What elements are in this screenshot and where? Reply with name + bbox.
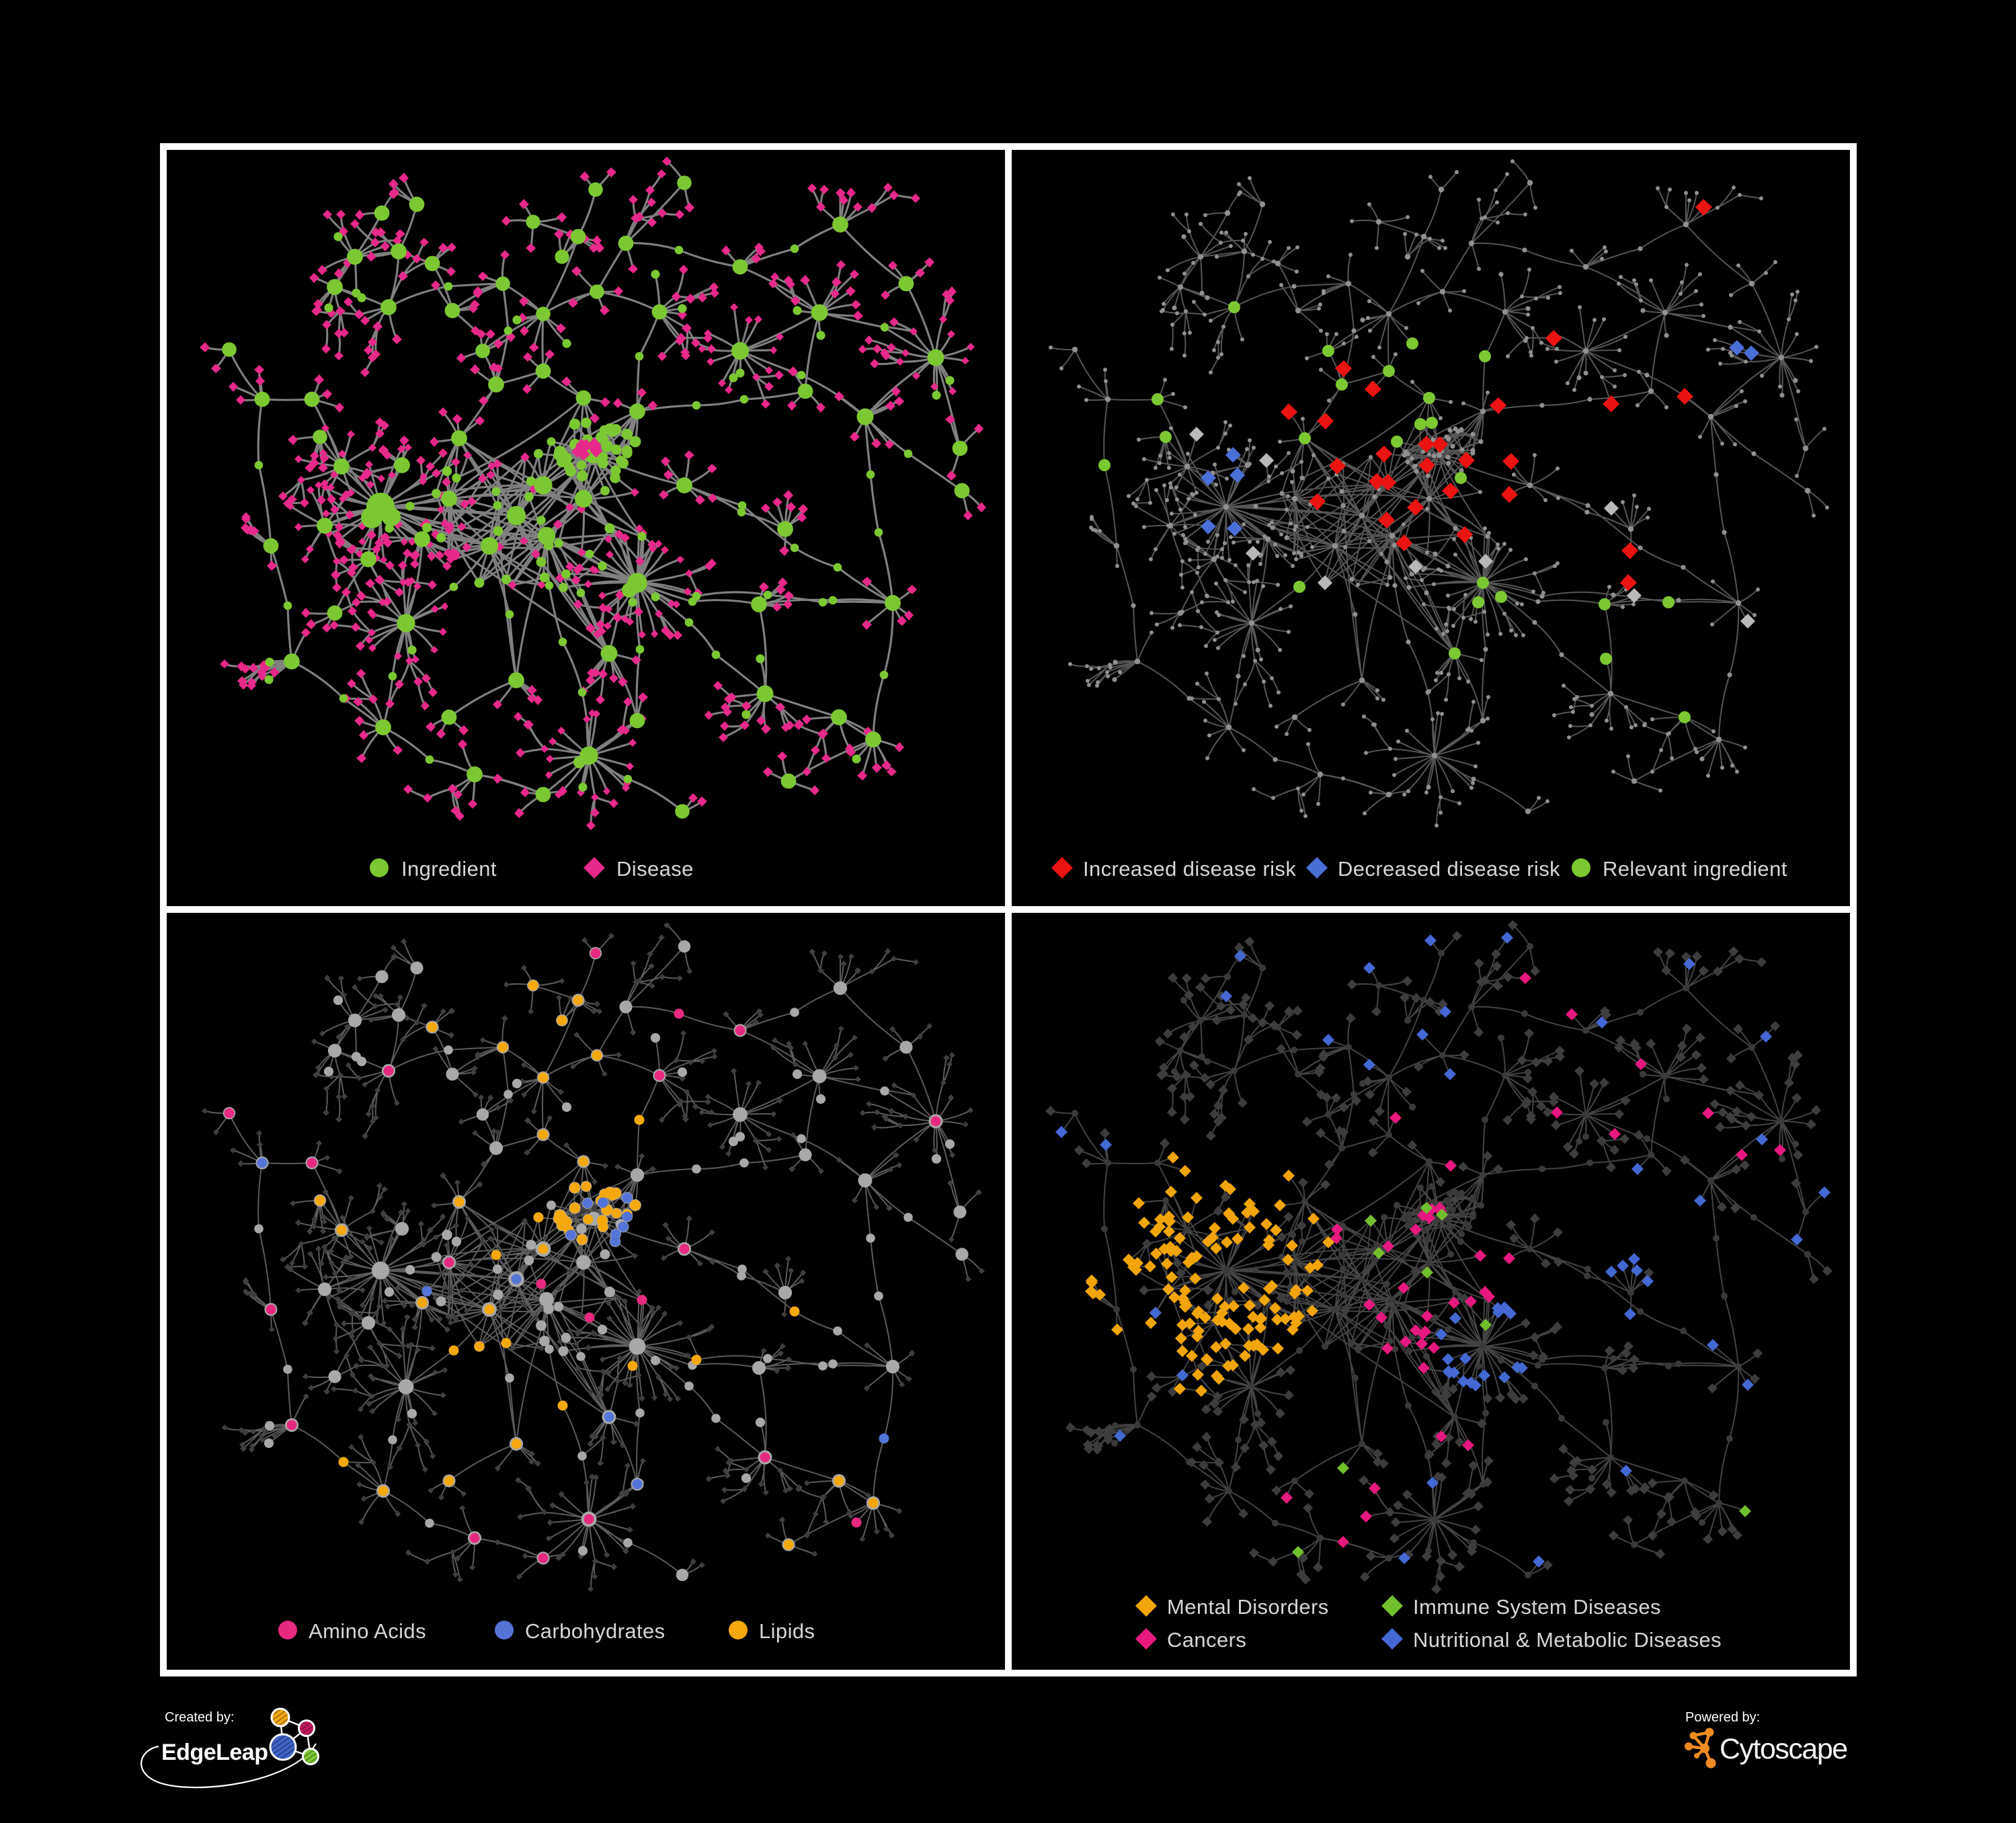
svg-text:EdgeLeap: EdgeLeap [161,1740,268,1765]
svg-text:Carbohydrates: Carbohydrates [525,1619,666,1643]
svg-text:Cytoscape: Cytoscape [1720,1733,1847,1765]
svg-text:Nutritional & Metabolic Diseas: Nutritional & Metabolic Diseases [1413,1628,1722,1652]
svg-text:Disease: Disease [616,857,694,881]
svg-text:Lipids: Lipids [759,1619,815,1643]
svg-text:Mental Disorders: Mental Disorders [1167,1595,1329,1619]
svg-text:Created by:: Created by: [165,1710,234,1725]
svg-text:Relevant ingredient: Relevant ingredient [1603,857,1787,881]
svg-text:Decreased disease risk: Decreased disease risk [1338,857,1560,881]
svg-text:Powered by:: Powered by: [1685,1710,1760,1725]
svg-text:Immune System Diseases: Immune System Diseases [1413,1595,1661,1619]
svg-text:Amino Acids: Amino Acids [309,1619,426,1643]
svg-text:Increased disease risk: Increased disease risk [1083,857,1296,881]
svg-text:Cancers: Cancers [1167,1628,1246,1652]
svg-text:Ingredient: Ingredient [401,857,497,881]
